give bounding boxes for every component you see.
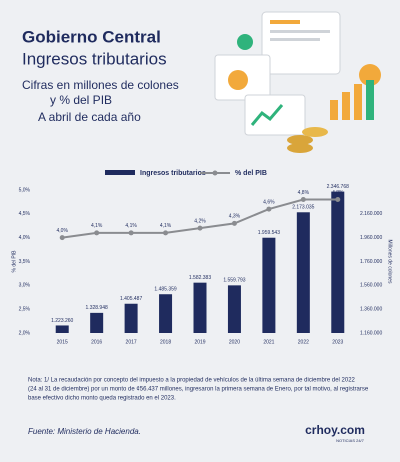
line-marker — [59, 235, 65, 241]
y-axis-label: % del PIB — [11, 250, 17, 273]
bar-label: 1.223.260 — [51, 318, 73, 324]
x-tick-label: 2020 — [229, 339, 240, 345]
y-tick-label: 3,5% — [19, 259, 31, 265]
logo: crhoy.com — [305, 423, 365, 437]
source: Fuente: Ministerio de Hacienda. — [28, 427, 141, 436]
line-label: 4,0% — [57, 228, 69, 234]
line-label: 4,1% — [125, 223, 137, 229]
bar-label: 1.959.543 — [258, 230, 280, 236]
subtitle: Ingresos tributarios — [22, 49, 167, 68]
line-marker — [128, 230, 134, 236]
bar-label: 1.485.359 — [154, 287, 176, 293]
bar-label: 1.328.948 — [86, 305, 108, 311]
y-tick-label: 5,0% — [19, 187, 31, 193]
note: (24 al 31 de diciembre) por un monto de … — [28, 387, 369, 393]
y-tick-label: 4,5% — [19, 211, 31, 217]
y2-tick-label: 1.560.000 — [360, 283, 382, 289]
x-tick-label: 2023 — [332, 339, 343, 345]
bar — [55, 325, 69, 333]
bar — [159, 294, 173, 333]
bar-label: 2.346.768 — [327, 184, 349, 190]
line-marker — [266, 206, 272, 212]
bar — [331, 191, 345, 333]
logo-tag: NOTICIAS 24/7 — [336, 438, 365, 443]
bar — [90, 312, 104, 333]
bar — [227, 285, 241, 333]
bar — [296, 212, 310, 333]
bar-label: 1.559.793 — [223, 278, 245, 284]
subtitle-line: y % del PIB — [50, 93, 112, 107]
y-tick-label: 4,0% — [19, 235, 31, 241]
bar-label: 2.173.035 — [292, 205, 314, 211]
y-tick-label: 2,0% — [19, 330, 31, 336]
subtitle-line: Cifras en millones de colones — [22, 78, 179, 92]
legend-swatch — [212, 170, 218, 176]
legend-swatch — [105, 170, 135, 175]
line-marker — [300, 197, 306, 203]
line-label: 4,6% — [263, 199, 275, 205]
legend-label: % del PIB — [235, 170, 267, 177]
y2-tick-label: 1.360.000 — [360, 306, 382, 312]
subtitle-line: A abril de cada año — [38, 110, 141, 124]
bar-label: 1.582.383 — [189, 275, 211, 281]
line-label: 4,3% — [229, 214, 241, 220]
line-marker — [94, 230, 100, 236]
line-marker — [163, 230, 169, 236]
y2-tick-label: 1.760.000 — [360, 259, 382, 265]
line-label: 4,8% — [332, 190, 344, 196]
x-tick-label: 2018 — [160, 339, 171, 345]
line-marker — [335, 197, 341, 203]
x-tick-label: 2019 — [194, 339, 205, 345]
line-marker — [197, 225, 203, 231]
bar-label: 1.405.487 — [120, 296, 142, 302]
y2-tick-label: 1.960.000 — [360, 235, 382, 241]
x-tick-label: 2016 — [91, 339, 102, 345]
x-tick-label: 2017 — [126, 339, 137, 345]
bar — [124, 303, 138, 333]
note: Nota: 1/ La recaudación por concepto del… — [28, 378, 356, 384]
note: base efectivo dicho monto queda registra… — [28, 396, 176, 402]
line-label: 4,1% — [160, 223, 172, 229]
x-tick-label: 2022 — [298, 339, 309, 345]
line-label: 4,2% — [194, 218, 206, 224]
illustration — [214, 11, 381, 153]
y2-tick-label: 2.160.000 — [360, 211, 382, 217]
line-label: 4,1% — [91, 223, 103, 229]
line-marker — [231, 220, 237, 226]
y-tick-label: 3,0% — [19, 283, 31, 289]
line-label: 4,8% — [298, 190, 310, 196]
x-tick-label: 2015 — [57, 339, 68, 345]
bar — [262, 237, 276, 333]
legend-label: Ingresos tributarios — [140, 170, 206, 177]
y2-axis-label: Millones de colones — [387, 240, 393, 284]
bar — [193, 282, 207, 333]
y2-tick-label: 1.160.000 — [360, 330, 382, 336]
title: Gobierno Central — [22, 27, 161, 46]
x-tick-label: 2021 — [263, 339, 274, 345]
chart: 2,0% 2,5% 3,0% 3,5% 4,0% 4,5% 5,0% 1.160.000 1.3… — [11, 170, 392, 345]
y-tick-label: 2,5% — [19, 306, 31, 312]
